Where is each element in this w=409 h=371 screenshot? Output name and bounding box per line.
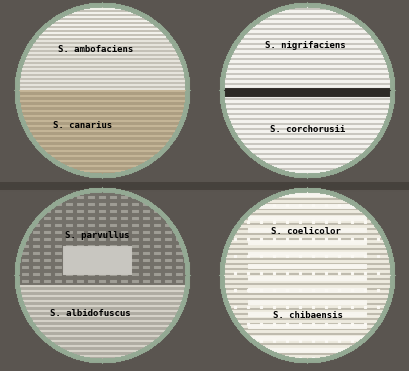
Text: S. albidofuscus: S. albidofuscus [50,309,131,318]
Text: S. coelicolor: S. coelicolor [271,227,340,236]
Text: S. corchorusii: S. corchorusii [270,125,345,135]
Text: S. ambofaciens: S. ambofaciens [58,46,133,55]
Text: S. canarius: S. canarius [53,121,112,131]
Text: S. parvullus: S. parvullus [65,232,130,240]
Text: S. chibaensis: S. chibaensis [272,312,342,321]
Text: S. nigrifaciens: S. nigrifaciens [265,42,346,50]
